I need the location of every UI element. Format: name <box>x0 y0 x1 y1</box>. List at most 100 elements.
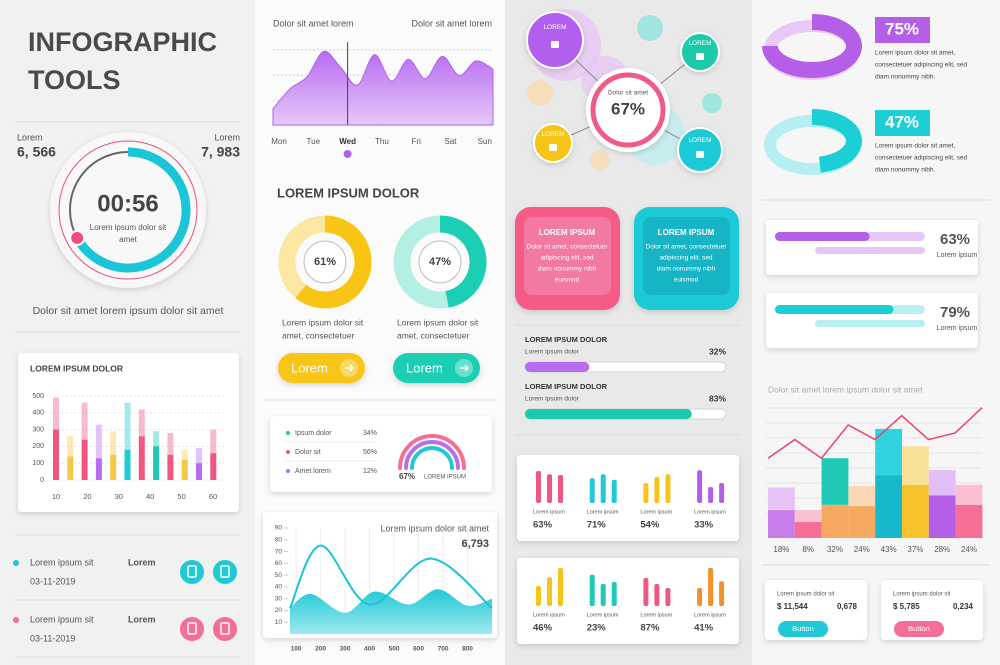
stat-sub <box>815 247 925 254</box>
text: euismod <box>674 277 699 284</box>
y-tick-label: 200 <box>32 443 44 450</box>
bar-segment <box>768 487 795 511</box>
button[interactable] <box>393 353 480 383</box>
node-icon <box>696 53 704 60</box>
text: Dolor sit amet lorem ipsum dolor sit ame… <box>768 384 923 394</box>
text: Lorem ipsum <box>587 612 619 618</box>
text: 61% <box>314 256 336 268</box>
text: diam nonummy nibh. <box>875 167 936 174</box>
bar-segment <box>821 504 849 538</box>
x-tick-label: 50 <box>177 492 185 501</box>
icon <box>220 622 230 635</box>
center-node <box>586 68 670 152</box>
text: 47% <box>885 112 919 131</box>
bar-label: 43% <box>881 545 897 554</box>
bar-segment <box>875 428 902 476</box>
progress-fill <box>525 362 590 372</box>
text: Lorem ipsum dolor sit <box>397 317 479 327</box>
text: LOREM IPSUM DOLOR <box>277 185 420 200</box>
text: euismod <box>555 277 580 284</box>
delete-button[interactable] <box>213 560 237 584</box>
delete-button[interactable] <box>213 617 237 641</box>
y-tick-label: 40 <box>275 584 283 591</box>
y-tick-label: 50 <box>275 572 283 579</box>
y-tick-label: 20 <box>275 607 283 614</box>
text: Lorem ipsum <box>533 509 565 515</box>
icon <box>187 565 197 578</box>
text: 03-11-2019 <box>30 576 75 586</box>
day-label: Wed <box>339 137 356 146</box>
ring-badge <box>875 17 930 43</box>
text: 67% <box>399 472 415 481</box>
node-label: LOREM <box>688 137 711 144</box>
bar-label: 32% <box>827 545 843 554</box>
text: Lorem ipsum dolor sit <box>893 592 951 598</box>
timer-progress <box>73 147 191 273</box>
x-tick-label: 10 <box>52 492 60 501</box>
bar-segment <box>955 484 983 505</box>
bar <box>536 471 541 503</box>
text: LOREM IPSUM DOLOR <box>525 382 608 391</box>
text: LOREM IPSUM <box>424 475 466 481</box>
bar-segment <box>955 504 983 538</box>
button[interactable] <box>894 621 944 637</box>
note-button[interactable] <box>180 617 204 641</box>
text: Dolor sit amet <box>608 90 648 97</box>
node-label: LOREM <box>688 40 711 47</box>
button[interactable] <box>278 353 365 383</box>
card <box>517 455 739 541</box>
ring-value <box>811 109 862 173</box>
line <box>289 544 493 609</box>
text: 0,678 <box>837 602 858 611</box>
button[interactable] <box>778 621 828 637</box>
text: adipiscing elit, sed <box>659 255 712 262</box>
bar <box>643 483 649 503</box>
text: Lorem ipsum <box>640 509 672 515</box>
text: adipiscing elit, sed <box>540 255 593 262</box>
bar-segment <box>210 453 217 480</box>
decor-bubble <box>527 80 553 106</box>
bar <box>665 474 671 503</box>
text: Lorem ipsum dolor sit amet <box>380 523 489 533</box>
bar <box>589 478 595 503</box>
timer-knob <box>69 229 86 246</box>
bar-segment <box>875 475 902 538</box>
bar-segment <box>124 402 131 450</box>
bar <box>697 588 703 606</box>
decor-bubble <box>590 150 610 170</box>
text: Lorem ipsum dolor sit <box>90 223 167 232</box>
node-icon <box>551 41 559 48</box>
text: Lorem ipsum dolor sit amet, <box>875 50 955 57</box>
timer-rest <box>69 151 129 239</box>
text: 87% <box>640 623 660 634</box>
text: 75% <box>885 19 919 38</box>
node-icon <box>549 144 557 151</box>
cursor-dot <box>343 150 352 158</box>
x-tick-label: 200 <box>315 646 326 653</box>
text: 34% <box>363 430 377 437</box>
wave-area <box>272 50 494 126</box>
text: Lorem ipsum <box>694 612 726 618</box>
text: Dolor sit <box>295 449 321 456</box>
x-tick-label: 400 <box>364 646 375 653</box>
node <box>533 123 573 163</box>
bar <box>665 588 671 606</box>
node-label: LOREM <box>543 24 566 31</box>
center-ring <box>590 72 666 148</box>
bar-segment <box>95 424 102 459</box>
legend-dot <box>286 469 290 473</box>
x-tick-label: 800 <box>462 646 473 653</box>
text: Lorem ipsum <box>533 612 565 618</box>
text: 67% <box>611 99 645 118</box>
timer-ring <box>58 140 198 280</box>
text: Ipsum dolor <box>295 430 332 437</box>
note-button[interactable] <box>180 560 204 584</box>
text: LOREM IPSUM DOLOR <box>525 335 608 344</box>
text: diam nonummy nibh <box>538 266 597 273</box>
text: Dolor sit amet, consectetuer <box>646 244 728 251</box>
y-tick-label: 400 <box>32 410 44 417</box>
bar <box>719 483 725 503</box>
bar <box>654 477 660 503</box>
text: 7, 983 <box>201 144 240 160</box>
bar-segment <box>53 397 59 430</box>
